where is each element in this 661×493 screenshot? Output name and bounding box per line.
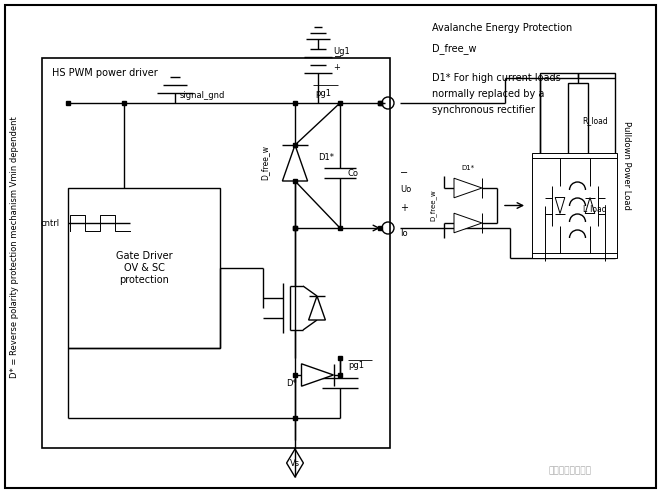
Text: cntrl: cntrl [41,218,60,227]
Text: Uo: Uo [400,185,411,195]
Text: HS PWM power driver: HS PWM power driver [52,68,158,78]
Text: +: + [400,203,408,213]
Polygon shape [301,364,334,386]
Bar [532,153,617,258]
Text: D*: D* [286,379,297,387]
Text: Io: Io [400,230,408,239]
Polygon shape [454,213,482,233]
Text: R_load: R_load [582,116,608,125]
Text: pg1: pg1 [315,89,331,98]
Polygon shape [555,198,564,213]
Text: pg1: pg1 [348,361,364,371]
Text: D1*: D1* [318,153,334,163]
Text: D1*: D1* [461,165,475,171]
Text: −: − [334,52,342,62]
Polygon shape [282,145,307,181]
Text: L_load: L_load [582,205,607,213]
Polygon shape [309,296,325,320]
Bar [68,188,220,348]
Text: Pulldown Power Load: Pulldown Power Load [623,121,631,210]
Text: D_free_w: D_free_w [429,190,436,221]
Text: Gate Driver
OV & SC
protection: Gate Driver OV & SC protection [116,251,173,284]
Text: D_free_w: D_free_w [260,145,269,180]
Text: D1* For high current loads: D1* For high current loads [432,73,561,83]
Bar [540,73,615,258]
Text: Co: Co [348,169,359,177]
Bar [42,58,390,448]
Bar [568,83,588,158]
Text: synchronous rectifier: synchronous rectifier [432,105,535,115]
Polygon shape [585,198,595,213]
Text: −: − [400,168,408,178]
Text: Ug1: Ug1 [334,47,350,57]
Text: normally replaced by a: normally replaced by a [432,89,545,99]
Text: signal_gnd: signal_gnd [180,92,225,101]
Polygon shape [454,178,482,198]
Text: D_free_w: D_free_w [432,43,477,54]
Text: 汽车电子硬件设计: 汽车电子硬件设计 [549,466,592,476]
Text: +: + [334,64,340,72]
Text: D* = Reverse polarity protection mechanism Vmin dependent: D* = Reverse polarity protection mechani… [11,116,20,378]
Text: Avalanche Energy Protection: Avalanche Energy Protection [432,23,572,33]
Text: Vs: Vs [290,458,300,467]
